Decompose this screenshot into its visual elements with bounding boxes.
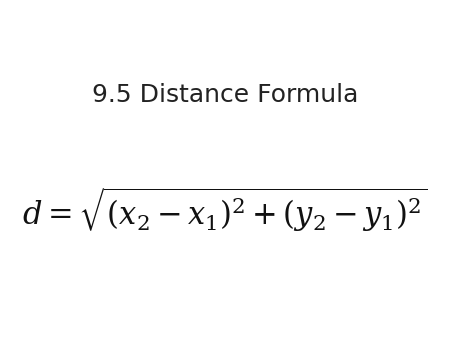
Text: 9.5 Distance Formula: 9.5 Distance Formula (92, 82, 358, 107)
Text: $d = \sqrt{(x_2 - x_1)^2 + (y_2 - y_1)^2}$: $d = \sqrt{(x_2 - x_1)^2 + (y_2 - y_1)^2… (22, 185, 428, 234)
